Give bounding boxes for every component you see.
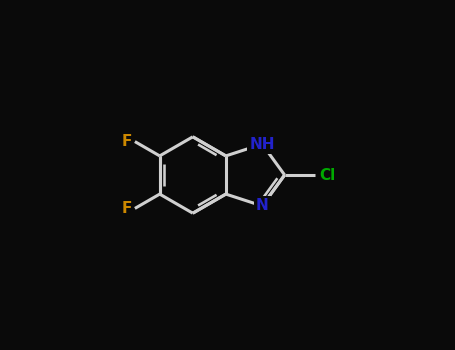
Text: Cl: Cl bbox=[319, 168, 336, 182]
Text: F: F bbox=[122, 134, 132, 149]
Text: F: F bbox=[122, 201, 132, 216]
Text: N: N bbox=[256, 198, 268, 214]
Text: NH: NH bbox=[249, 136, 275, 152]
